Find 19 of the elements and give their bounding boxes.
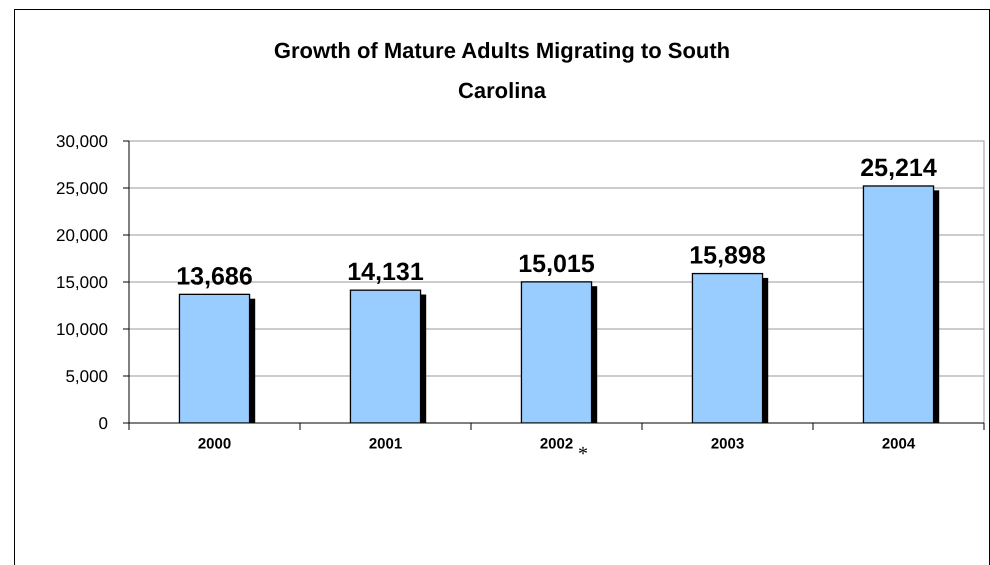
y-tick-label: 15,000 — [56, 272, 108, 292]
data-label: 15,015 — [518, 250, 595, 278]
x-tick-label: 2000 — [198, 435, 232, 452]
data-label: 15,898 — [689, 242, 766, 270]
chart-title: Growth of Mature Adults Migrating to South Carolina — [274, 38, 730, 103]
y-tick-label: 30,000 — [56, 132, 108, 151]
data-label: 25,214 — [860, 154, 937, 182]
x-tick-label: 2004 — [882, 435, 916, 452]
x-tick-label: 2002 — [540, 435, 574, 452]
y-tick-label: 20,000 — [56, 226, 108, 245]
data-label: 14,131 — [347, 258, 424, 286]
x-tick-label: 2003 — [710, 435, 744, 452]
data-label: 13,686 — [176, 262, 253, 290]
y-tick-label: 0 — [98, 414, 108, 433]
y-tick-label: 5,000 — [65, 366, 108, 386]
x-tick-label: 2001 — [368, 435, 402, 452]
y-tick-label: 10,000 — [56, 320, 108, 339]
text: * — [578, 443, 588, 465]
y-tick-label: 25,000 — [56, 178, 108, 198]
